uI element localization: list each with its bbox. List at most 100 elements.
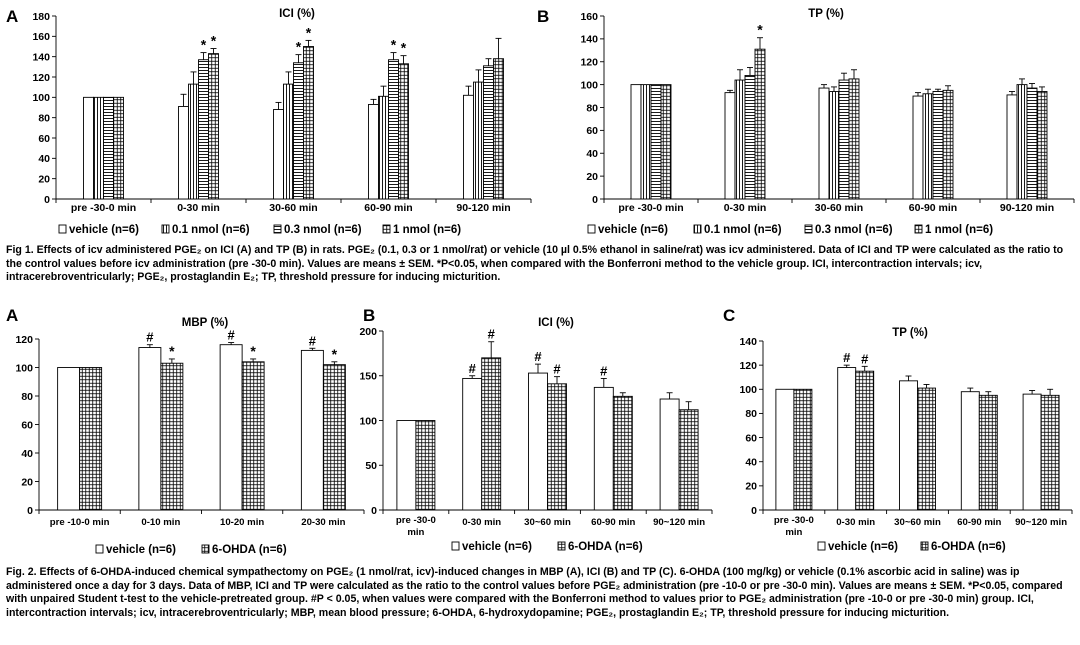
fig1A-bar xyxy=(93,96,104,200)
fig2A-y-tick-label: 60 xyxy=(21,419,33,431)
fig2A-bar xyxy=(138,347,162,511)
fig1A-bar xyxy=(198,59,209,200)
fig1B-chart-title: TP (%) xyxy=(808,8,844,20)
fig1A-legend-swatch xyxy=(58,224,67,234)
fig2C-category-label: 60-90 min xyxy=(957,517,1001,528)
fig2B-legend-swatch xyxy=(451,541,460,551)
fig2A-legend-label: vehicle (n=6) xyxy=(106,544,176,556)
fig2A-significance-mark: * xyxy=(332,346,338,362)
fig1B-category-label: pre -30-0 min xyxy=(618,202,683,214)
fig2A-y-tick-label: 80 xyxy=(21,391,33,403)
fig1B-bar xyxy=(734,79,746,200)
fig1A-y-tick-label: 100 xyxy=(32,92,50,104)
fig1A-legend-label: 1 nmol (n=6) xyxy=(393,224,461,236)
fig1A-panel-label: A xyxy=(6,7,18,26)
fig1B-bar xyxy=(1026,87,1038,200)
fig1B-y-tick-label: 0 xyxy=(592,194,598,206)
fig2B-y-tick-label: 200 xyxy=(359,326,377,338)
fig2A-y-tick-label: 20 xyxy=(21,476,33,488)
fig1A-bar xyxy=(368,103,379,200)
fig2C-bar xyxy=(775,388,795,511)
fig2A-significance-mark: # xyxy=(309,333,317,348)
fig1B-y-tick-label: 80 xyxy=(586,102,598,114)
fig2A-panel-label: A xyxy=(6,306,18,325)
fig1B-legend-swatch xyxy=(914,224,923,234)
fig1A-significance-mark: * xyxy=(201,37,207,53)
fig1B-y-tick-label: 120 xyxy=(580,57,598,69)
fig2A-bar xyxy=(300,349,324,511)
fig2C-bar xyxy=(1040,394,1060,511)
figure2-caption: Fig. 2. Effects of 6-OHDA-induced chemic… xyxy=(6,566,1063,619)
figure1-caption: Fig 1. Effects of icv administered PGE₂ … xyxy=(6,244,1064,284)
fig2A-legend-label: 6-OHDA (n=6) xyxy=(212,544,287,556)
fig2B-significance-mark: # xyxy=(488,327,496,342)
fig2B-bar xyxy=(396,420,417,511)
fig2A-bar xyxy=(219,344,243,511)
fig1A-category-label: pre -30-0 min xyxy=(71,202,136,214)
fig1B-y-tick-label: 20 xyxy=(586,171,598,183)
fig1B-legend-label: vehicle (n=6) xyxy=(598,224,668,236)
fig2C-bar xyxy=(978,394,998,511)
fig1B-bar xyxy=(724,92,736,200)
fig1A-legend-label: 0.3 nmol (n=6) xyxy=(284,224,362,236)
fig2A-bar xyxy=(160,362,184,511)
fig1A-bar xyxy=(178,106,189,200)
fig1A-legend-label: vehicle (n=6) xyxy=(69,224,139,236)
fig2B-bar xyxy=(593,386,614,511)
fig2C-y-tick-label: 40 xyxy=(745,457,757,469)
fig1B-bar xyxy=(1016,84,1028,200)
fig1A-bar xyxy=(493,58,504,200)
fig2C-bar xyxy=(793,388,813,511)
fig1B-legend-swatch xyxy=(587,224,596,234)
fig1B-significance-mark: * xyxy=(757,22,763,38)
fig2C-y-tick-label: 120 xyxy=(739,360,757,372)
fig2C-y-tick-label: 60 xyxy=(745,432,757,444)
fig1A-category-label: 30-60 min xyxy=(269,202,317,214)
fig1A-significance-mark: * xyxy=(401,40,407,56)
fig1A-bar xyxy=(463,94,474,200)
fig2B-category-label: 90~120 min xyxy=(653,517,705,528)
fig2A-bar xyxy=(322,364,346,511)
fig2C-chart-title: TP (%) xyxy=(892,327,928,339)
fig2C-bar xyxy=(837,367,857,511)
fig1A-bar xyxy=(283,83,294,200)
fig1A-bar xyxy=(113,96,124,200)
fig2C-significance-mark: # xyxy=(843,350,851,365)
fig1A-chart-title: ICI (%) xyxy=(279,8,315,20)
fig1A-legend-swatch xyxy=(161,224,170,234)
fig2A-y-tick-label: 120 xyxy=(15,334,33,346)
fig1A-bar xyxy=(473,81,484,200)
fig1B-bar xyxy=(912,95,924,200)
fig2B-category-label: 0-30 min xyxy=(462,517,501,528)
fig2A-legend-swatch xyxy=(201,544,210,554)
fig2B-y-tick-label: 0 xyxy=(371,505,377,517)
fig1B-bar xyxy=(660,84,672,200)
fig1B-bar xyxy=(848,78,860,200)
fig2B-y-tick-label: 100 xyxy=(359,415,377,427)
fig1A-y-tick-label: 180 xyxy=(32,11,50,23)
fig1B-category-label: 0-30 min xyxy=(724,202,767,214)
fig1B-bar xyxy=(744,75,756,200)
fig2C-significance-mark: # xyxy=(861,351,869,366)
fig1A-y-tick-label: 40 xyxy=(38,153,50,165)
fig2B-significance-mark: # xyxy=(469,361,477,376)
fig1A-significance-mark: * xyxy=(391,37,397,53)
fig2A-bar xyxy=(79,367,103,511)
fig2C-bar xyxy=(899,380,918,511)
fig1A-bar xyxy=(188,83,199,200)
fig1A-y-tick-label: 160 xyxy=(32,31,50,43)
fig2C-category-label: 90~120 min xyxy=(1015,517,1067,528)
fig1B-bar xyxy=(818,87,830,200)
fig2C-y-tick-label: 0 xyxy=(751,505,757,517)
fig1A-bar xyxy=(208,53,219,200)
fig2B-category-label: pre -30-0 xyxy=(396,515,436,526)
fig1B-bar xyxy=(922,93,934,200)
fig1A-bar xyxy=(83,96,94,200)
fig1A-category-label: 60-90 min xyxy=(364,202,412,214)
fig2B-significance-mark: # xyxy=(534,349,542,364)
fig1A-y-tick-label: 0 xyxy=(44,194,50,206)
fig2C-bar xyxy=(1022,393,1042,511)
fig2A-significance-mark: * xyxy=(250,343,256,359)
